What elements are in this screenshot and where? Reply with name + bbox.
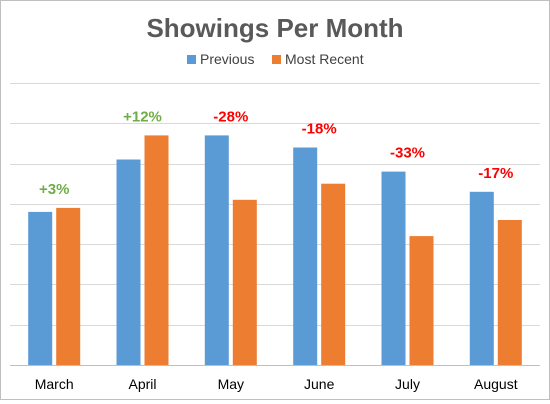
bar-most-recent-july — [409, 236, 434, 365]
bar-previous-august — [469, 191, 494, 365]
change-label-april: +12% — [123, 108, 162, 125]
bar-previous-march — [28, 211, 53, 365]
bar-most-recent-march — [56, 207, 81, 365]
bar-most-recent-may — [232, 199, 257, 365]
gridlines — [10, 83, 540, 366]
x-label-may: May — [218, 376, 244, 392]
chart-title: Showings Per Month — [146, 13, 403, 43]
legend-swatch-previous — [187, 55, 196, 64]
bars — [28, 135, 522, 365]
legend: Previous Most Recent — [187, 51, 364, 67]
change-label-march: +3% — [39, 181, 69, 198]
change-label-july: -33% — [390, 145, 425, 162]
bar-most-recent-august — [497, 220, 522, 365]
x-label-august: August — [474, 376, 518, 392]
legend-label-most-recent: Most Recent — [285, 51, 364, 67]
bar-previous-june — [293, 147, 318, 365]
x-label-july: July — [395, 376, 420, 392]
x-label-march: March — [35, 376, 74, 392]
legend-label-previous: Previous — [200, 51, 254, 67]
bar-previous-april — [116, 159, 141, 365]
change-label-may: -28% — [213, 108, 248, 125]
bar-previous-july — [381, 171, 406, 365]
x-label-april: April — [128, 376, 156, 392]
x-axis-labels: March April May June July August — [35, 376, 518, 392]
change-label-june: -18% — [302, 121, 337, 138]
bar-most-recent-april — [144, 135, 169, 365]
change-annotations: +3% +12% -28% -18% -33% -17% — [39, 108, 513, 197]
legend-swatch-most-recent — [272, 55, 281, 64]
bar-most-recent-june — [321, 183, 346, 365]
x-label-june: June — [304, 376, 335, 392]
change-label-august: -17% — [478, 165, 513, 182]
bar-previous-may — [204, 135, 229, 365]
